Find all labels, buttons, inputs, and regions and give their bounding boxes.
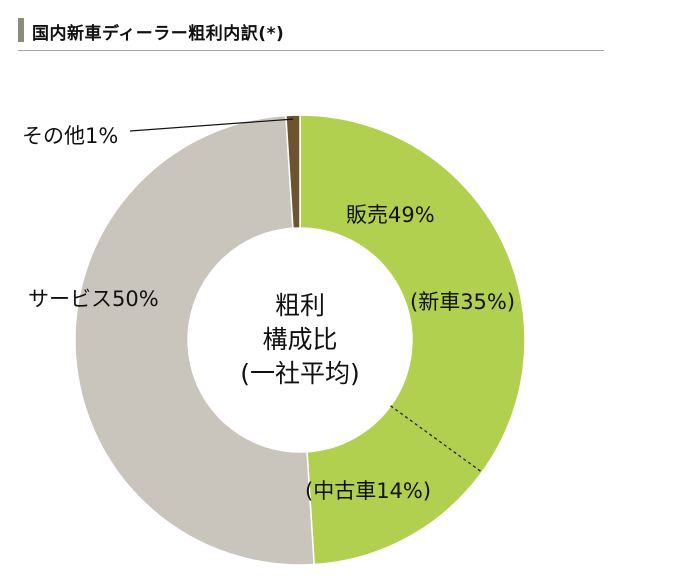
title-accent-bar	[18, 18, 24, 42]
label-used-car: (中古車14%)	[305, 479, 431, 503]
chart-title: 国内新車ディーラー粗利内訳(*)	[32, 24, 285, 44]
label-other: その他1%	[22, 124, 118, 148]
label-new-car: (新車35%)	[410, 290, 515, 314]
center-label-line-3: (一社平均)	[240, 359, 360, 388]
center-label-line-2: 構成比	[262, 325, 337, 354]
slice-other	[285, 114, 301, 230]
center-label-line-1: 粗利	[275, 291, 325, 320]
sub-divider-line	[390, 405, 483, 473]
slice-sales	[299, 114, 526, 566]
title-bar: 国内新車ディーラー粗利内訳(*)	[18, 14, 604, 51]
slice-service	[74, 114, 315, 566]
leader-line-other	[129, 118, 294, 132]
label-service: サービス50%	[28, 287, 159, 311]
label-sales: 販売49%	[346, 203, 435, 227]
